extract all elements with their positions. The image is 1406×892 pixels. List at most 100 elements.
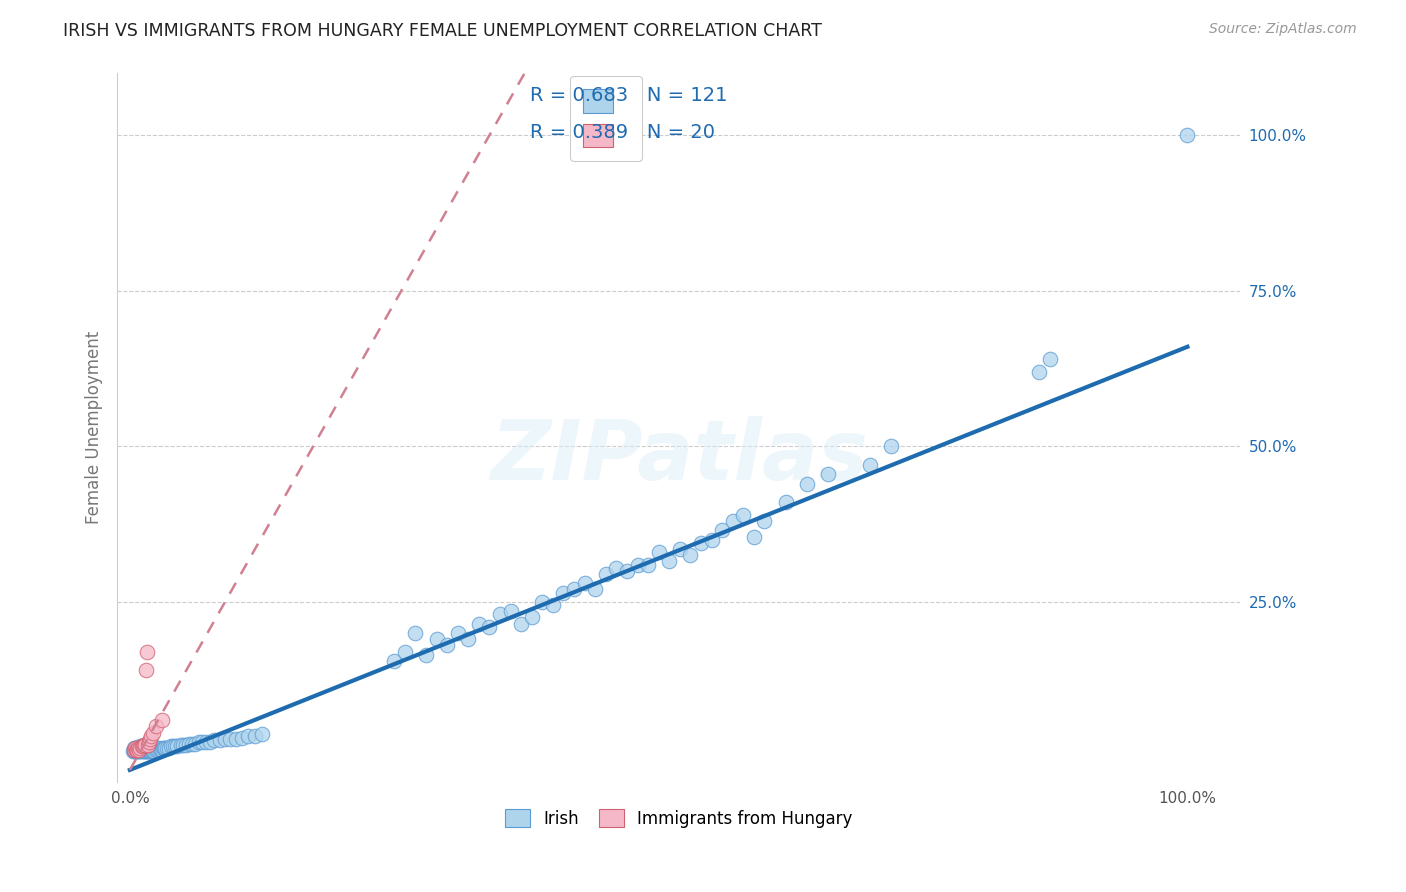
Point [134, 741, 156, 756]
Point [127, 741, 149, 756]
Point [131, 744, 153, 758]
Point [131, 743, 153, 757]
Point [859, 458, 882, 472]
Point [204, 733, 226, 747]
Point [669, 541, 692, 556]
Point [382, 654, 405, 668]
Point [124, 743, 146, 757]
Point [721, 514, 744, 528]
Point [129, 739, 152, 754]
Point [135, 739, 157, 754]
Point [243, 729, 266, 743]
Point [122, 741, 145, 756]
Point [541, 598, 564, 612]
Point [135, 664, 157, 678]
Point [191, 735, 214, 749]
Point [426, 632, 449, 647]
Point [225, 731, 247, 746]
Point [139, 741, 162, 756]
Point [742, 530, 765, 544]
Point [135, 744, 157, 758]
Point [122, 743, 145, 757]
Point [138, 735, 160, 749]
Point [208, 733, 231, 747]
Point [132, 741, 155, 756]
Point [138, 741, 160, 756]
Point [142, 744, 165, 758]
Point [478, 620, 501, 634]
Point [131, 739, 153, 754]
Point [531, 595, 554, 609]
Point [127, 744, 149, 758]
Point [711, 524, 734, 538]
Point [583, 582, 606, 597]
Point [142, 725, 165, 739]
Point [187, 735, 209, 749]
Point [141, 744, 163, 758]
Point [128, 744, 150, 758]
Point [436, 639, 458, 653]
Point [142, 741, 165, 756]
Point [129, 741, 152, 756]
Point [127, 743, 149, 757]
Point [520, 610, 543, 624]
Point [146, 741, 169, 756]
Point [1028, 365, 1050, 379]
Point [125, 741, 148, 756]
Text: R = 0.389   N = 20: R = 0.389 N = 20 [530, 123, 716, 142]
Point [127, 741, 149, 756]
Point [394, 645, 416, 659]
Point [574, 576, 596, 591]
Point [510, 616, 533, 631]
Point [129, 743, 152, 757]
Point [733, 508, 755, 522]
Point [135, 741, 157, 756]
Point [131, 741, 153, 756]
Point [128, 741, 150, 756]
Point [219, 731, 242, 746]
Y-axis label: Female Unemployment: Female Unemployment [86, 331, 103, 524]
Point [127, 743, 149, 757]
Point [148, 741, 170, 756]
Point [754, 514, 776, 528]
Point [553, 585, 575, 599]
Point [124, 741, 146, 756]
Point [231, 731, 253, 745]
Point [605, 560, 627, 574]
Point [143, 744, 166, 758]
Point [139, 731, 162, 746]
Point [796, 476, 818, 491]
Point [132, 738, 155, 752]
Text: ZIPatlas: ZIPatlas [489, 416, 868, 497]
Point [616, 564, 638, 578]
Point [626, 558, 648, 572]
Point [122, 744, 145, 758]
Text: R = 0.683   N = 121: R = 0.683 N = 121 [530, 87, 728, 105]
Point [134, 744, 156, 758]
Point [447, 626, 470, 640]
Point [125, 743, 148, 757]
Point [880, 439, 903, 453]
Point [637, 558, 659, 572]
Point [143, 741, 166, 756]
Point [195, 735, 218, 749]
Point [122, 744, 145, 758]
Point [165, 739, 187, 754]
Point [139, 744, 162, 758]
Point [150, 713, 173, 727]
Point [250, 727, 273, 741]
Point [775, 495, 797, 509]
Text: IRISH VS IMMIGRANTS FROM HUNGARY FEMALE UNEMPLOYMENT CORRELATION CHART: IRISH VS IMMIGRANTS FROM HUNGARY FEMALE … [63, 22, 823, 40]
Point [134, 738, 156, 752]
Point [150, 743, 173, 757]
Point [214, 731, 236, 746]
Point [1039, 352, 1062, 367]
Point [135, 744, 157, 758]
Point [129, 744, 152, 758]
Point [404, 626, 426, 640]
Point [124, 744, 146, 758]
Point [152, 741, 174, 756]
Point [135, 645, 157, 659]
Point [169, 738, 191, 752]
Point [700, 533, 723, 547]
